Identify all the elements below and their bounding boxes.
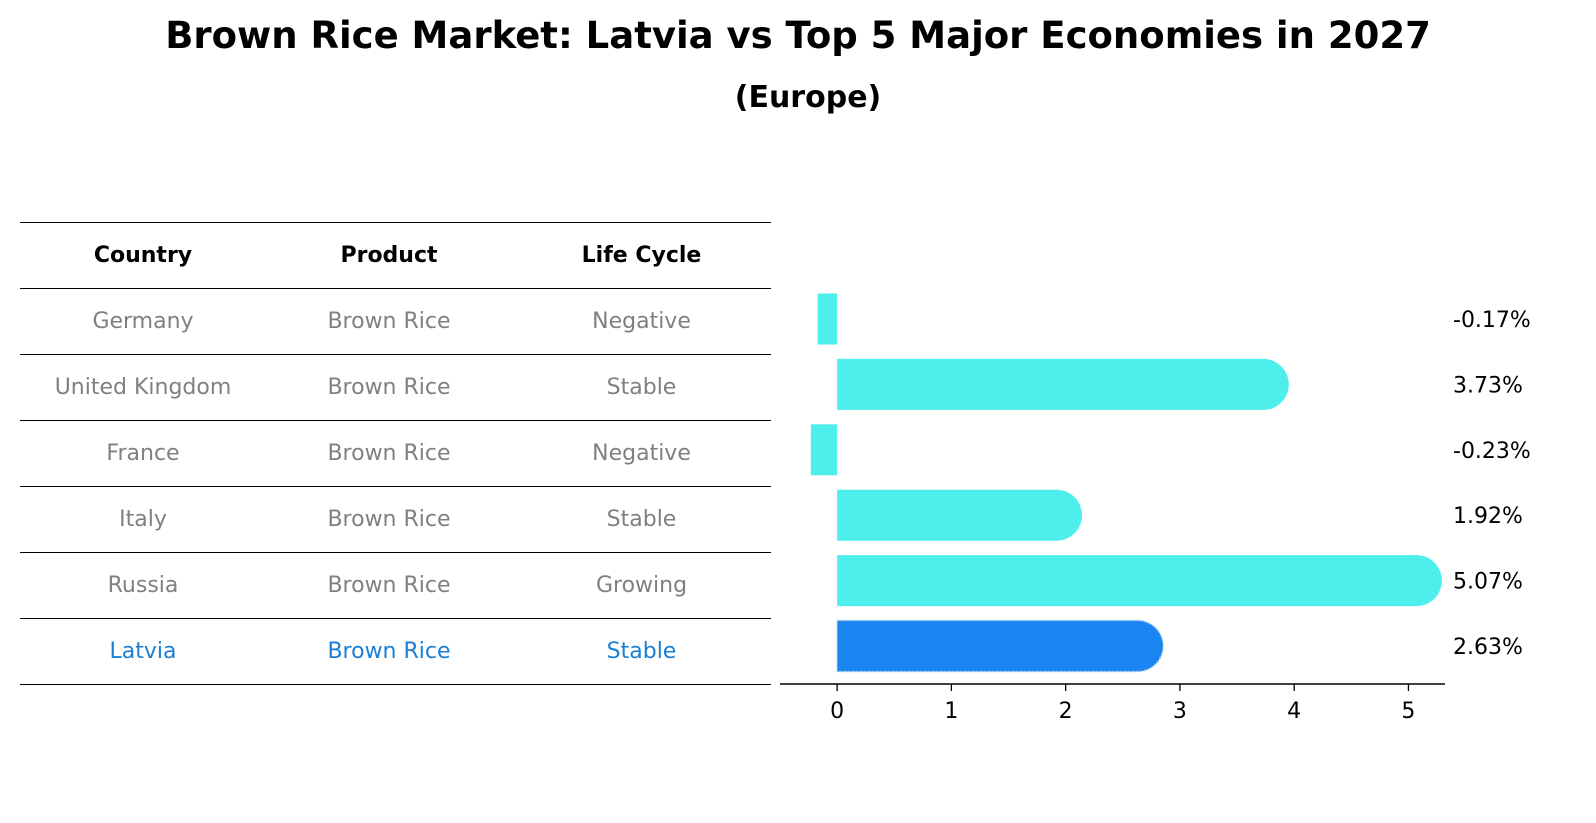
cell-country: Italy: [20, 486, 266, 553]
cell-product: Brown Rice: [266, 552, 512, 619]
chart-title: Brown Rice Market: Latvia vs Top 5 Major…: [165, 14, 1431, 57]
value-label-russia: 5.07%: [1453, 570, 1523, 595]
table-row: Russia Brown Rice Growing: [20, 552, 771, 619]
growth-bar-chart: -0.17% 3.73% -0.23% 1.92% 5.07% 2.63% 0 1 2 3 4 5: [780, 293, 1531, 724]
cell-life-cycle: Stable: [512, 354, 771, 421]
comparison-table: Country Product Life Cycle Germany Brown…: [20, 222, 771, 685]
value-label-germany: -0.17%: [1453, 308, 1531, 333]
cell-product: Brown Rice: [266, 354, 512, 421]
cell-product: Brown Rice: [266, 486, 512, 553]
cell-country: France: [20, 420, 266, 487]
bar-germany: [817, 293, 838, 345]
cell-life-cycle: Stable: [512, 618, 771, 685]
bar-united-kingdom: [837, 358, 1289, 410]
value-label-france: -0.23%: [1453, 439, 1531, 464]
bar-latvia: [836, 619, 1164, 673]
value-label-united-kingdom: 3.73%: [1453, 373, 1523, 398]
bar-italy: [837, 489, 1083, 541]
x-tick-label-4: 4: [1287, 699, 1301, 724]
cell-life-cycle: Stable: [512, 486, 771, 553]
cell-life-cycle: Growing: [512, 552, 771, 619]
cell-life-cycle: Negative: [512, 420, 771, 487]
table-row: France Brown Rice Negative: [20, 420, 771, 487]
cell-country: Latvia: [20, 618, 266, 685]
x-tick-label-5: 5: [1401, 699, 1415, 724]
bar-france: [810, 424, 838, 476]
header-life-cycle: Life Cycle: [512, 222, 771, 289]
table-row: Germany Brown Rice Negative: [20, 288, 771, 355]
x-tick-label-1: 1: [944, 699, 958, 724]
table-row: Italy Brown Rice Stable: [20, 486, 771, 553]
x-tick-label-0: 0: [830, 699, 844, 724]
header-product: Product: [266, 222, 512, 289]
cell-product: Brown Rice: [266, 420, 512, 487]
value-label-latvia: 2.63%: [1453, 635, 1523, 660]
cell-country: United Kingdom: [20, 354, 266, 421]
cell-product: Brown Rice: [266, 288, 512, 355]
x-tick-label-2: 2: [1059, 699, 1073, 724]
value-label-italy: 1.92%: [1453, 504, 1523, 529]
cell-product: Brown Rice: [266, 618, 512, 685]
cell-life-cycle: Negative: [512, 288, 771, 355]
x-tick-label-3: 3: [1173, 699, 1187, 724]
cell-country: Germany: [20, 288, 266, 355]
chart-subtitle: (Europe): [734, 80, 882, 115]
cell-country: Russia: [20, 552, 266, 619]
table-row: United Kingdom Brown Rice Stable: [20, 354, 771, 421]
table-header-row: Country Product Life Cycle: [20, 222, 771, 289]
table-row-highlight: Latvia Brown Rice Stable: [20, 618, 771, 685]
bar-russia: [837, 555, 1442, 607]
header-country: Country: [20, 222, 266, 289]
